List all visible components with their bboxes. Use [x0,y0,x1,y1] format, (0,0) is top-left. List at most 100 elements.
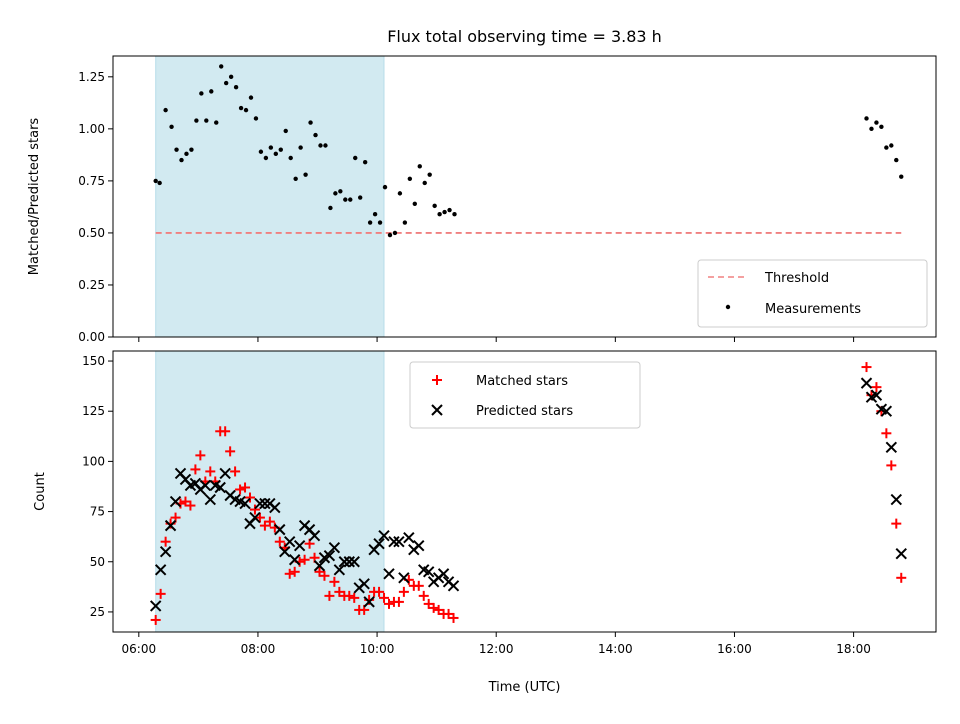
matched-star-point [245,492,256,503]
measurement-point [248,95,254,100]
measurement-point [273,151,279,157]
measurement-point [377,220,383,225]
bottom-legend-box [409,361,641,429]
matched-star-point [225,446,236,457]
x-tick-label: 12:00 [479,642,514,656]
measurement-point [382,184,388,190]
predicted-star-point [895,548,907,560]
predicted-star-point [164,519,177,532]
measurement-point [283,128,288,134]
measurement-point [328,205,333,211]
measurement-point [417,164,422,169]
measurement-point [357,195,363,200]
measurement-point [362,159,368,165]
matched-star-point [254,512,265,523]
matched-star-point [220,426,231,437]
measurement-point [238,105,244,111]
measurement-point [258,149,264,154]
matched-star-point [881,428,892,439]
bottom-y-tick-label: 75 [90,505,105,519]
chart-title: Flux total observing time = 3.83 h [387,27,662,46]
matched-star-point [896,572,907,583]
measurement-point [233,85,239,90]
bottom-x-ticks: 06:00 08:00 10:00 12:00 14:00 16:00 18:00 [122,632,871,656]
predicted-star-point [154,564,167,576]
x-axis-label: Time (UTC) [488,680,561,695]
top-x-ticks [138,337,855,342]
matched-star-point [413,580,424,591]
predicted-star-point [219,467,231,480]
top-y-ticks: 0.00 0.25 0.50 0.75 1.00 1.25 [78,70,113,344]
measurement-point [253,116,259,121]
measurement-point [163,107,168,113]
measurement-point [323,143,328,148]
predicted-star-point [333,564,346,576]
predicted-star-point [274,523,286,536]
top-y-tick-label: 0.25 [78,278,105,292]
measurement-point [884,145,889,150]
measurement-point [263,155,269,161]
measurement-point [402,220,408,225]
predicted-star-point [288,554,301,566]
bottom-y-axis-label: Count [33,472,48,511]
predicted-star-point [363,596,375,608]
measurement-point [432,203,437,209]
measurements-points [153,64,904,238]
predicted-star-point [348,556,360,568]
measurement-point [407,176,413,182]
predicted-star-point [259,497,271,510]
bottom-axes-frame [112,350,937,633]
predicted-star-point [279,546,291,558]
measurement-point [437,211,442,217]
x-tick-label: 10:00 [360,642,395,656]
predicted-star-point [249,511,261,524]
matched-star-point [393,596,404,607]
x-tick-label: 18:00 [836,642,871,656]
measurement-point [179,157,184,163]
matched-stars-points [150,362,907,625]
measurement-point [268,145,274,150]
matched-star-point [185,500,196,511]
matched-star-point [205,466,216,477]
measurement-point [204,118,209,123]
predicted-star-point [398,572,410,584]
matched-star-point [155,588,166,599]
matched-star-point [319,570,330,581]
measurement-point [194,118,199,123]
top-y-tick-label: 0.75 [78,174,105,188]
predicted-star-point [159,546,172,558]
measurement-point [442,209,447,215]
measurement-point [298,145,303,150]
predicted-legend-label: Predicted stars [476,404,573,419]
matched-star-point [235,484,246,495]
predicted-star-point [343,556,355,568]
measurement-point [879,124,884,129]
measurement-point [392,230,398,236]
bottom-y-tick-label: 25 [90,605,105,619]
matched-star-point [150,614,161,625]
measurement-point [348,197,353,202]
predicted-star-point [149,600,162,612]
bottom-y-tick-label: 125 [82,404,105,418]
measurements-legend-label: Measurements [765,302,861,317]
top-y-axis-label: Matched/Predicted stars [27,118,42,276]
matched-star-point [374,586,385,597]
predicted-star-point [388,535,400,548]
predicted-star-point [860,377,873,389]
predicted-legend-swatch [431,404,443,416]
predicted-star-point [422,566,435,578]
top-y-tick-label: 1.25 [78,70,105,84]
measurement-point [874,120,879,125]
matched-star-point [274,536,285,547]
measurement-point [308,120,313,125]
measurement-point [889,143,894,148]
matched-star-point [349,592,360,603]
bottom-y-tick-label: 150 [82,354,105,368]
measurement-point [372,211,378,217]
x-tick-label: 16:00 [717,642,752,656]
bottom-legend: Matched stars Predicted stars [409,361,641,429]
measurement-point [422,180,427,186]
matched-star-point [190,464,201,475]
measurement-point [153,178,158,184]
